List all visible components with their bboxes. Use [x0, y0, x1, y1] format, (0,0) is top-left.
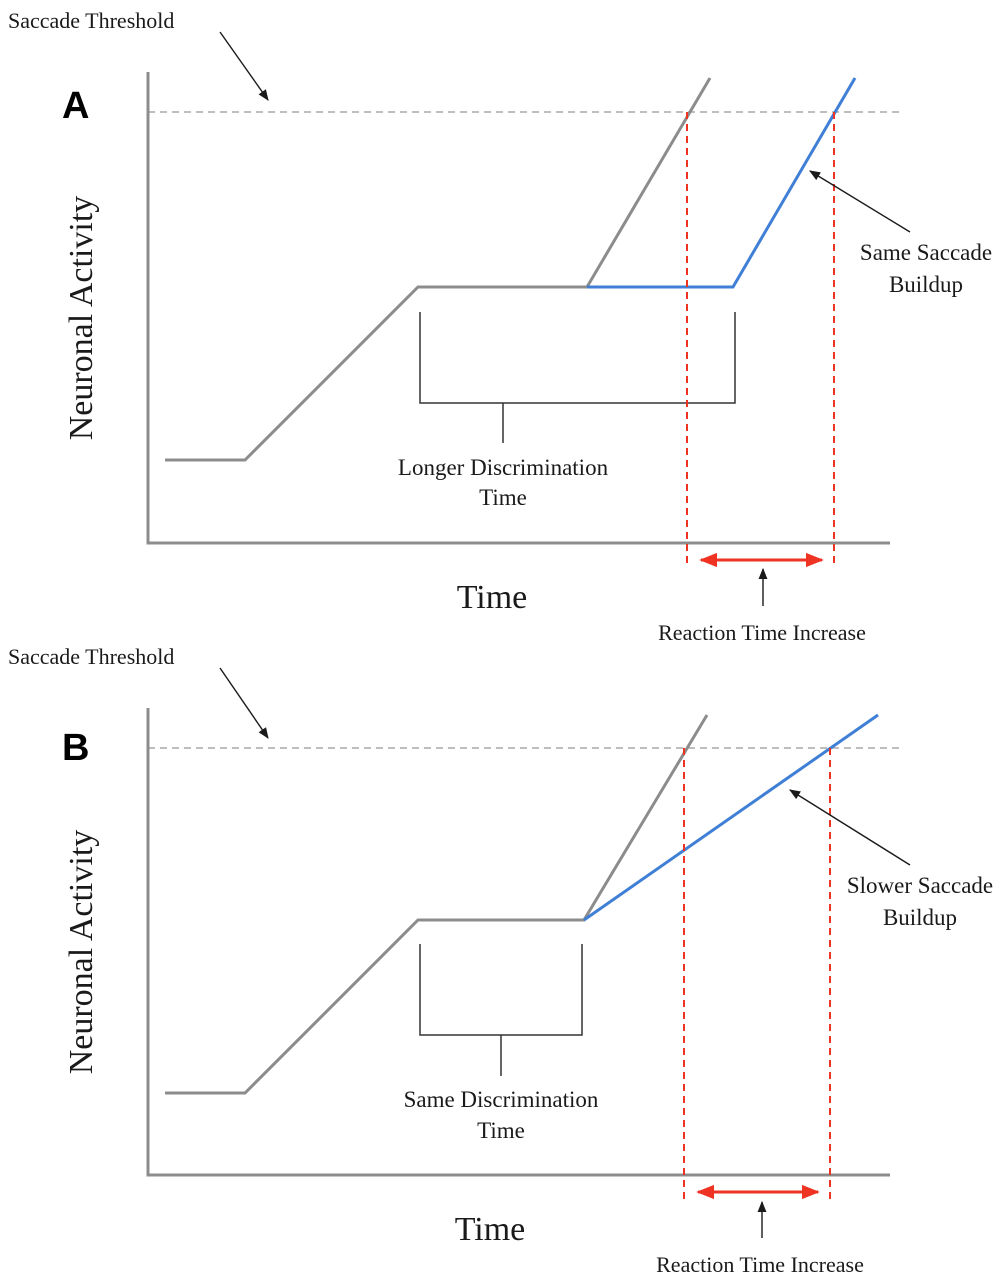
bracket-label-line1: Longer Discrimination: [398, 455, 609, 480]
y-axis-label: Neuronal Activity: [63, 196, 100, 441]
buildup-label-line2: Buildup: [889, 272, 963, 297]
reaction-label: Reaction Time Increase: [658, 620, 866, 645]
panel-b: Saccade Threshold B Neuronal Activity Ti…: [8, 644, 993, 1277]
y-axis-label: Neuronal Activity: [63, 830, 100, 1075]
threshold-label: Saccade Threshold: [8, 644, 174, 669]
fast-activity-curve: [165, 714, 709, 1095]
x-axis-label: Time: [455, 1211, 526, 1248]
slow-activity-curve: [587, 77, 857, 289]
bracket-label-line2: Time: [479, 485, 527, 510]
buildup-pointer-arrow: [789, 789, 911, 866]
buildup-label-line1: Slower Saccade: [847, 873, 993, 898]
buildup-label-line1: Same Saccade: [860, 240, 992, 265]
panel-a: Saccade Threshold A Neuronal Activity Ti…: [8, 8, 992, 645]
threshold-label: Saccade Threshold: [8, 8, 174, 33]
fast-activity-curve: [165, 77, 712, 462]
panel-letter: B: [62, 727, 89, 769]
panel-letter: A: [62, 85, 89, 127]
bracket-label-line1: Same Discrimination: [404, 1087, 599, 1112]
buildup-pointer-arrow: [809, 170, 911, 233]
bracket-label-line2: Time: [477, 1118, 525, 1143]
threshold-pointer-arrow: [219, 667, 269, 739]
x-axis-label: Time: [457, 579, 528, 616]
threshold-pointer-arrow: [219, 31, 269, 101]
discrimination-bracket: [419, 312, 736, 404]
discrimination-bracket: [419, 944, 583, 1036]
buildup-label-line2: Buildup: [883, 905, 957, 930]
reaction-label: Reaction Time Increase: [656, 1252, 864, 1277]
